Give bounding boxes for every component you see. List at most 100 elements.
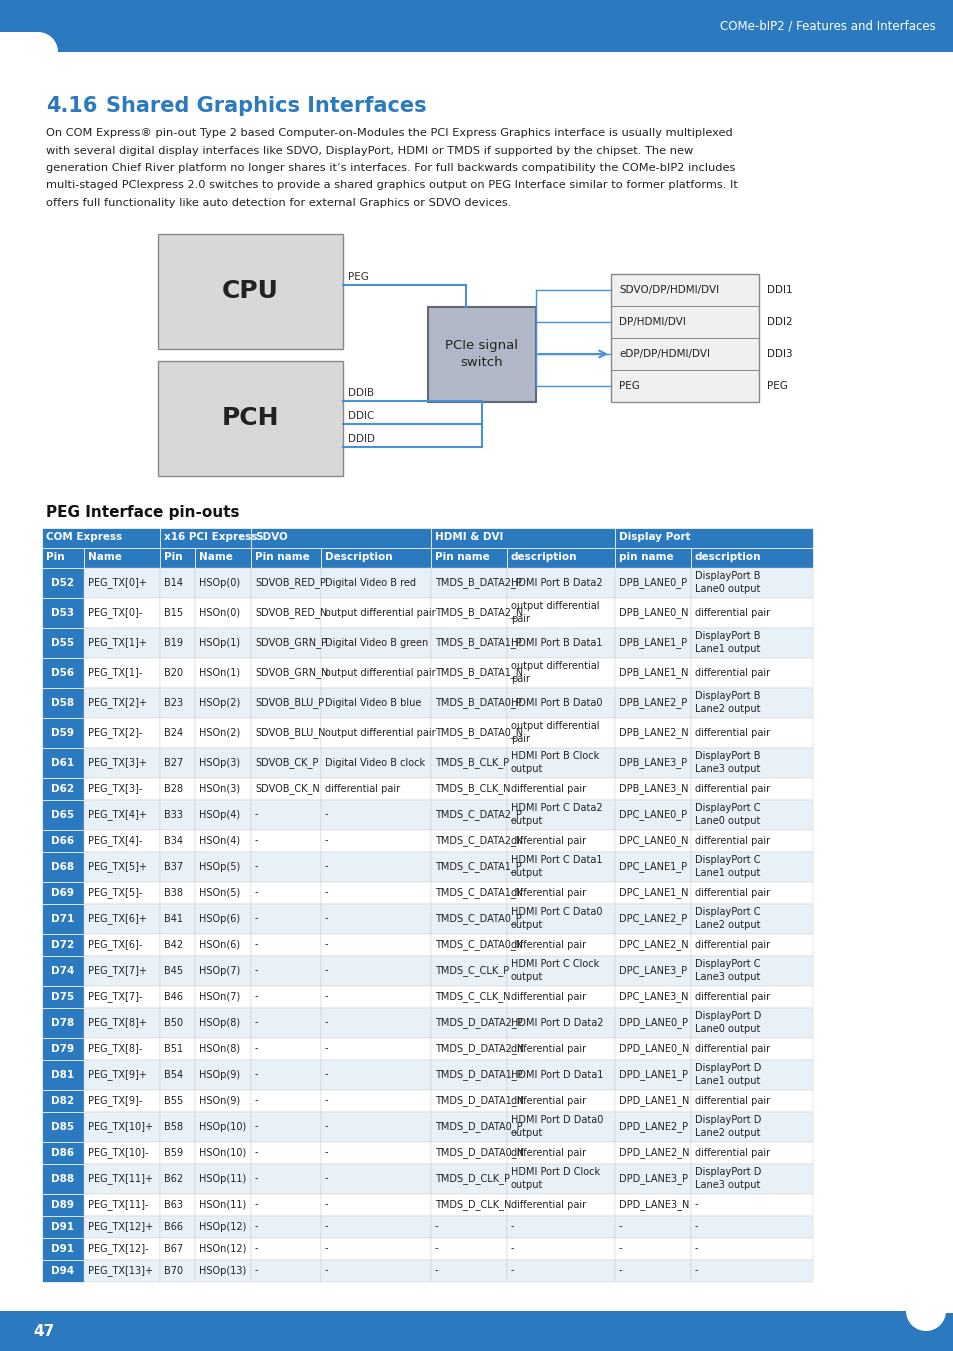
Bar bbox=[690, 658, 812, 688]
Text: DisplayPort B
Lane1 output: DisplayPort B Lane1 output bbox=[695, 631, 760, 654]
Text: differential pair: differential pair bbox=[695, 784, 769, 793]
Bar bbox=[320, 658, 431, 688]
Text: SDVOB_GRN_P: SDVOB_GRN_P bbox=[254, 638, 327, 648]
Bar bbox=[690, 1238, 812, 1259]
Text: PEG_TX[0]+: PEG_TX[0]+ bbox=[88, 577, 147, 588]
Bar bbox=[431, 527, 615, 547]
Text: HSOn(9): HSOn(9) bbox=[199, 1096, 240, 1105]
Bar bbox=[506, 985, 615, 1008]
Text: PEG_TX[3]-: PEG_TX[3]- bbox=[88, 784, 142, 794]
Text: HSOn(7): HSOn(7) bbox=[199, 992, 240, 1001]
Text: DisplayPort D
Lane2 output: DisplayPort D Lane2 output bbox=[695, 1116, 760, 1138]
Bar bbox=[251, 955, 320, 985]
Bar bbox=[506, 627, 615, 658]
Text: -: - bbox=[254, 939, 258, 950]
Text: D66: D66 bbox=[51, 835, 74, 846]
Text: DPB_LANE0_P: DPB_LANE0_P bbox=[618, 577, 686, 588]
Bar bbox=[84, 881, 160, 904]
Bar bbox=[615, 1259, 690, 1282]
Text: SDVOB_RED_N: SDVOB_RED_N bbox=[254, 607, 327, 617]
Bar bbox=[506, 688, 615, 717]
Text: D69: D69 bbox=[51, 888, 74, 897]
Bar bbox=[42, 955, 84, 985]
Text: 47: 47 bbox=[33, 1324, 54, 1339]
Bar bbox=[506, 851, 615, 881]
Bar bbox=[506, 955, 615, 985]
Bar bbox=[615, 1112, 690, 1142]
Text: DPC_LANE1_N: DPC_LANE1_N bbox=[618, 888, 688, 898]
Bar bbox=[506, 1163, 615, 1193]
Bar bbox=[923, 1292, 953, 1313]
Bar bbox=[431, 1089, 506, 1112]
Text: DisplayPort B
Lane0 output: DisplayPort B Lane0 output bbox=[695, 571, 760, 593]
Text: TMDS_B_DATA0_P: TMDS_B_DATA0_P bbox=[435, 697, 521, 708]
Text: B51: B51 bbox=[164, 1043, 183, 1054]
Text: differential pair: differential pair bbox=[695, 888, 769, 897]
Text: Pin name: Pin name bbox=[435, 553, 489, 562]
Text: SDVOB_CK_P: SDVOB_CK_P bbox=[254, 757, 318, 767]
Bar bbox=[160, 955, 194, 985]
Text: SDVO: SDVO bbox=[254, 532, 288, 543]
Text: PEG_TX[6]+: PEG_TX[6]+ bbox=[88, 913, 147, 924]
Bar bbox=[428, 307, 536, 403]
Bar bbox=[194, 1008, 251, 1038]
Text: DisplayPort D
Lane3 output: DisplayPort D Lane3 output bbox=[695, 1167, 760, 1190]
Text: PEG_TX[10]+: PEG_TX[10]+ bbox=[88, 1121, 152, 1132]
Bar bbox=[690, 1142, 812, 1163]
Text: HSOp(7): HSOp(7) bbox=[199, 966, 240, 975]
Bar bbox=[194, 747, 251, 777]
Text: Pin: Pin bbox=[164, 553, 182, 562]
Text: HDMI Port C Data0
output: HDMI Port C Data0 output bbox=[511, 908, 602, 929]
Text: PEG_TX[11]-: PEG_TX[11]- bbox=[88, 1200, 149, 1210]
Text: PEG_TX[4]+: PEG_TX[4]+ bbox=[88, 809, 147, 820]
Text: COM Express: COM Express bbox=[46, 532, 122, 543]
Bar bbox=[160, 627, 194, 658]
Bar bbox=[84, 1142, 160, 1163]
Text: HSOp(11): HSOp(11) bbox=[199, 1174, 246, 1183]
Bar bbox=[251, 1163, 320, 1193]
Bar bbox=[615, 1008, 690, 1038]
Text: HSOp(1): HSOp(1) bbox=[199, 638, 240, 647]
Text: SDVOB_BLU_P: SDVOB_BLU_P bbox=[254, 697, 324, 708]
Bar bbox=[251, 904, 320, 934]
Bar bbox=[320, 1163, 431, 1193]
Text: differential pair: differential pair bbox=[511, 835, 585, 846]
Text: B37: B37 bbox=[164, 862, 183, 871]
Text: -: - bbox=[618, 1221, 622, 1232]
Bar bbox=[158, 361, 343, 476]
Text: TMDS_C_DATA1_P: TMDS_C_DATA1_P bbox=[435, 861, 521, 871]
Text: PEG Interface pin-outs: PEG Interface pin-outs bbox=[46, 505, 239, 520]
Text: output differential
pair: output differential pair bbox=[511, 601, 598, 624]
Text: -: - bbox=[325, 1043, 328, 1054]
Text: TMDS_D_DATA2_P: TMDS_D_DATA2_P bbox=[435, 1017, 522, 1028]
Text: -: - bbox=[254, 888, 258, 897]
Bar bbox=[690, 904, 812, 934]
Bar bbox=[251, 597, 320, 627]
Bar bbox=[251, 717, 320, 747]
Text: -: - bbox=[254, 1121, 258, 1132]
Text: -: - bbox=[254, 966, 258, 975]
Bar bbox=[42, 567, 84, 597]
Bar bbox=[690, 985, 812, 1008]
Bar bbox=[431, 688, 506, 717]
Text: -: - bbox=[254, 862, 258, 871]
Text: DisplayPort B
Lane3 output: DisplayPort B Lane3 output bbox=[695, 751, 760, 774]
Bar bbox=[506, 597, 615, 627]
Bar bbox=[42, 1059, 84, 1089]
Bar bbox=[251, 1038, 320, 1059]
Bar bbox=[320, 1259, 431, 1282]
Text: -: - bbox=[254, 1221, 258, 1232]
Text: -: - bbox=[325, 1221, 328, 1232]
Bar bbox=[0, 32, 40, 51]
Text: -: - bbox=[325, 992, 328, 1001]
Text: HSOn(2): HSOn(2) bbox=[199, 727, 240, 738]
Bar bbox=[194, 1038, 251, 1059]
Bar bbox=[320, 934, 431, 955]
Bar bbox=[690, 688, 812, 717]
Bar bbox=[615, 830, 690, 851]
Bar bbox=[42, 658, 84, 688]
Bar bbox=[194, 717, 251, 747]
Bar bbox=[42, 747, 84, 777]
Bar bbox=[690, 567, 812, 597]
Bar bbox=[506, 1193, 615, 1216]
